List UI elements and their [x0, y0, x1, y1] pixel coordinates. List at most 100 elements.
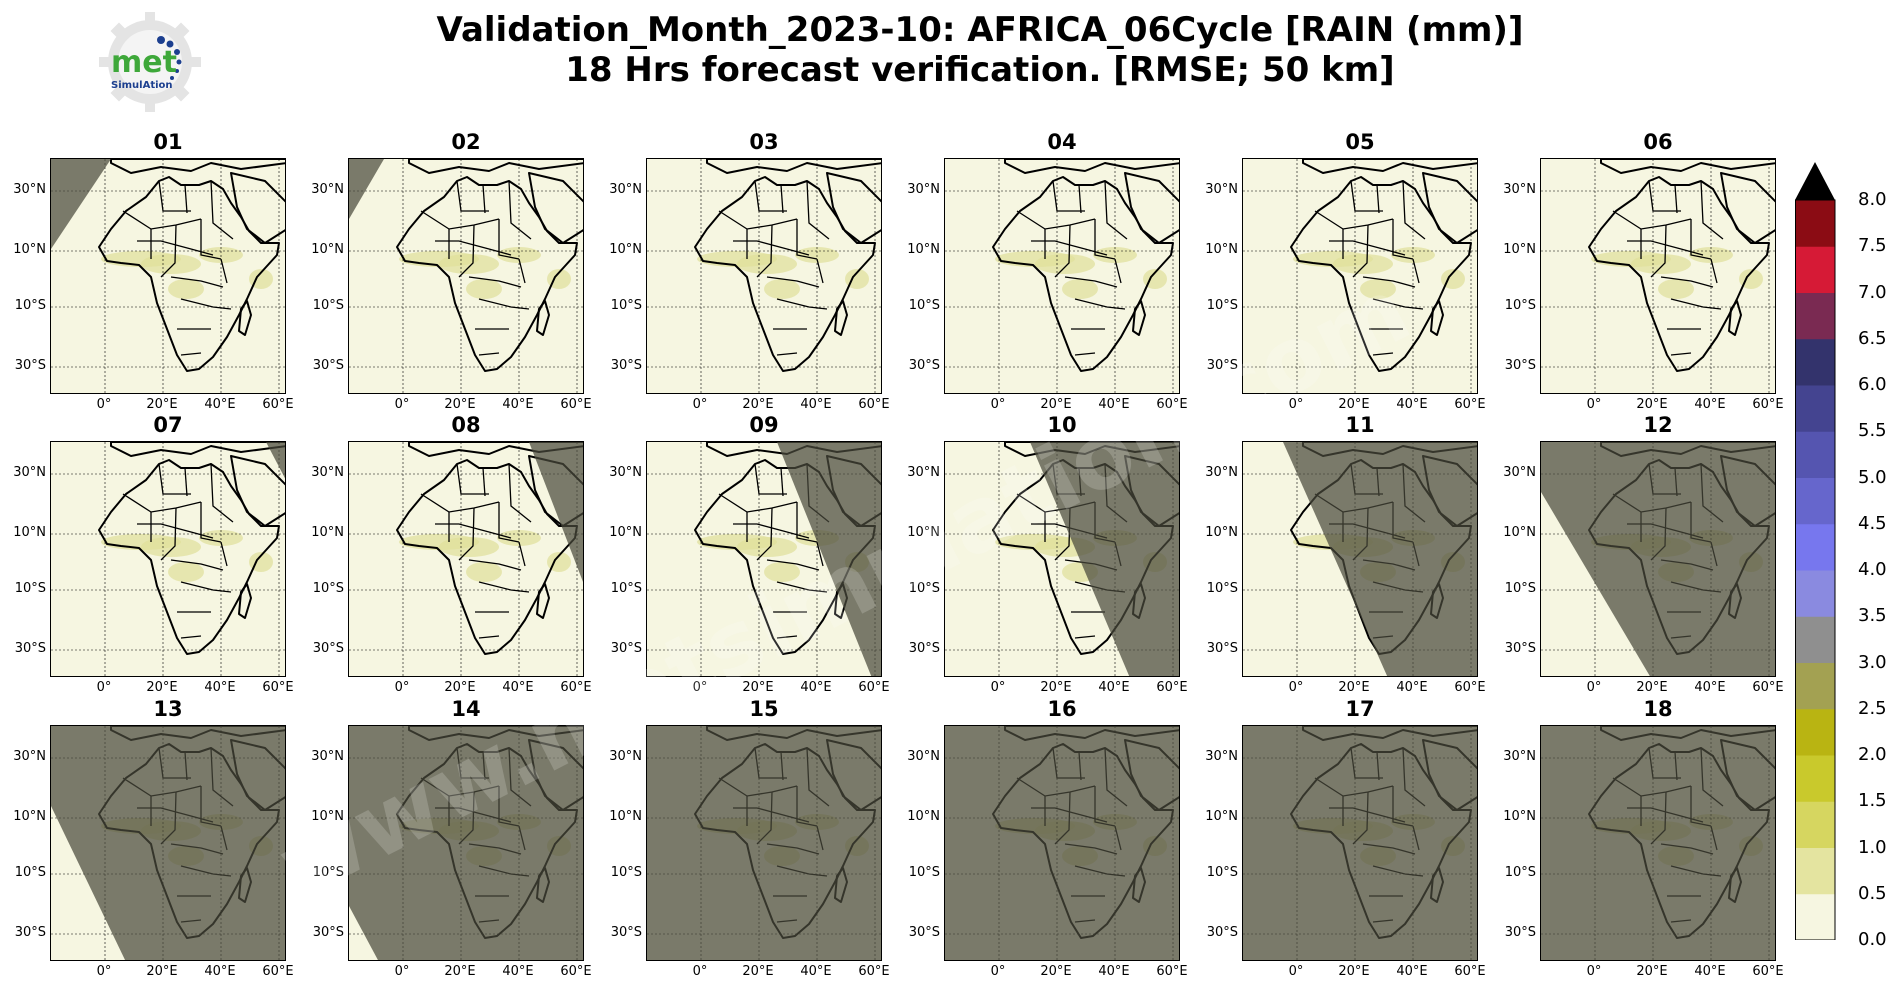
rain-area [466, 562, 502, 582]
lon-tick-label: 20°E [1636, 964, 1668, 979]
map-panel [646, 441, 882, 677]
lon-tick-label: 60°E [1156, 680, 1188, 695]
country-border [1648, 180, 1681, 212]
lon-tick-label: 40°E [204, 964, 236, 979]
africa-coastline [98, 459, 280, 655]
lat-tick-label: 10°N [1503, 809, 1536, 824]
country-border [1710, 258, 1718, 284]
colorbar-tick-label: 1.0 [1858, 836, 1887, 858]
lat-tick-label: 30°N [609, 182, 642, 197]
lon-tick-label: 40°E [1396, 964, 1428, 979]
coastline [1720, 172, 1775, 244]
lon-tick-label: 40°E [204, 397, 236, 412]
rain-area [1658, 279, 1694, 299]
map-panel [1242, 441, 1478, 677]
colorbar-segment [1795, 431, 1835, 478]
lon-tick-label: 20°E [1338, 964, 1370, 979]
africa-map [1541, 442, 1775, 676]
colorbar-tick-label: 5.0 [1858, 466, 1887, 488]
lon-tick-label: 60°E [560, 397, 592, 412]
africa-map [51, 159, 285, 393]
country-border [210, 180, 234, 240]
country-border [420, 210, 500, 230]
coastline [1600, 159, 1775, 174]
map-panel [348, 441, 584, 677]
lon-tick-label: 40°E [1694, 680, 1726, 695]
lat-tick-label: 30°S [610, 358, 642, 373]
lat-tick-label: 10°N [13, 525, 46, 540]
night-shade-region [51, 726, 285, 960]
coastline [230, 172, 285, 244]
lon-tick-label: 60°E [1156, 397, 1188, 412]
map-panel [944, 158, 1180, 394]
panel-title: 17 [1345, 697, 1375, 721]
map-panel [944, 441, 1180, 677]
lat-tick-label: 30°S [1504, 925, 1536, 940]
lon-tick-label: 0° [1288, 680, 1304, 695]
lat-tick-label: 30°S [610, 641, 642, 656]
country-border [756, 507, 773, 561]
rain-area [1035, 254, 1095, 274]
country-border [1314, 210, 1394, 230]
country-border [456, 463, 489, 495]
lat-tick-label: 30°N [1205, 749, 1238, 764]
lon-tick-label: 20°E [444, 964, 476, 979]
country-border [754, 463, 787, 495]
colorbar-tick-label: 0.5 [1858, 882, 1887, 904]
country-border [160, 507, 177, 561]
country-border [200, 219, 222, 260]
lon-tick-label: 0° [1288, 397, 1304, 412]
lon-tick-label: 20°E [146, 680, 178, 695]
panel-title: 11 [1345, 413, 1375, 437]
rain-area [547, 552, 571, 572]
lat-tick-label: 30°S [908, 925, 940, 940]
country-border [137, 523, 214, 539]
lon-tick-label: 60°E [1454, 680, 1486, 695]
lat-tick-label: 10°N [13, 242, 46, 257]
country-border [1392, 219, 1414, 260]
lon-tick-label: 60°E [1752, 964, 1784, 979]
lat-tick-label: 30°S [312, 641, 344, 656]
country-border [478, 352, 500, 356]
coastline [1124, 172, 1179, 244]
map-panel [348, 158, 584, 394]
lat-tick-label: 30°S [312, 925, 344, 940]
map-panel [50, 725, 286, 961]
lat-tick-label: 30°N [1503, 749, 1536, 764]
lat-tick-label: 30°N [907, 182, 940, 197]
coastline [408, 442, 583, 457]
lat-tick-label: 30°N [1503, 182, 1536, 197]
lon-tick-label: 0° [1288, 964, 1304, 979]
lon-tick-label: 0° [1586, 964, 1602, 979]
lon-tick-label: 60°E [1156, 964, 1188, 979]
lon-tick-label: 60°E [262, 964, 294, 979]
country-border [1670, 298, 1722, 310]
lat-tick-label: 30°S [312, 358, 344, 373]
lat-tick-label: 30°S [1206, 641, 1238, 656]
africa-map [945, 442, 1179, 676]
colorbar-segment [1795, 477, 1835, 525]
colorbar-segment [1795, 292, 1835, 340]
lon-tick-label: 60°E [262, 397, 294, 412]
country-border [458, 507, 475, 561]
colorbar-tick-label: 0.0 [1858, 929, 1887, 950]
coastline [1004, 159, 1179, 174]
lat-tick-label: 10°N [311, 809, 344, 824]
lat-tick-label: 10°N [907, 525, 940, 540]
africa-coastline [396, 176, 578, 372]
map-panel [1242, 158, 1478, 394]
colorbar-segment [1795, 893, 1835, 940]
lon-tick-label: 60°E [560, 964, 592, 979]
lat-tick-label: 30°N [311, 465, 344, 480]
lat-tick-label: 30°N [311, 182, 344, 197]
country-border [170, 276, 224, 288]
lon-tick-label: 40°E [1098, 680, 1130, 695]
country-border [1074, 298, 1126, 310]
country-border [180, 352, 202, 356]
country-border [210, 463, 234, 523]
lat-tick-label: 10°S [14, 581, 46, 596]
coastline [408, 159, 583, 174]
lat-tick-label: 10°S [908, 581, 940, 596]
africa-map [349, 442, 583, 676]
panel-title: 06 [1643, 130, 1673, 154]
